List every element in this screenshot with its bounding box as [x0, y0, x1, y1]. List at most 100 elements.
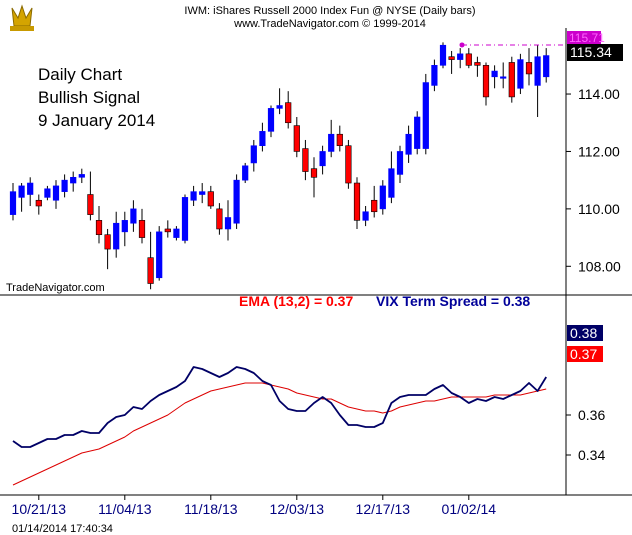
candle-body-down — [345, 145, 352, 184]
candle-body-down — [216, 208, 223, 230]
high-price-label: 115.71 — [569, 31, 605, 45]
candle-body-up — [61, 179, 68, 192]
candle-body-down — [87, 194, 94, 215]
candle-body-up — [27, 182, 34, 195]
candle — [345, 139, 352, 189]
candle — [233, 174, 240, 229]
candle-body-up — [242, 165, 249, 181]
candle — [474, 56, 481, 77]
candle — [465, 48, 472, 69]
timestamp: 01/14/2014 17:40:34 — [12, 523, 113, 535]
candle-body-up — [113, 222, 120, 250]
price-tick-label: 114.00 — [578, 86, 620, 102]
candle-body-up — [276, 105, 283, 109]
candle-body-up — [500, 76, 507, 79]
vix-value-label: 0.38 — [570, 325, 597, 341]
candle — [35, 194, 42, 215]
candle — [181, 194, 189, 244]
candle-body-down — [302, 148, 309, 172]
candle-body-up — [431, 65, 438, 86]
candle — [199, 183, 206, 204]
candle-body-down — [207, 191, 214, 207]
candle — [543, 48, 550, 83]
candle-body-up — [18, 185, 25, 198]
candle-body-up — [267, 108, 275, 132]
candle-body-up — [156, 231, 163, 279]
candle-body-down — [465, 53, 472, 66]
candle-body-down — [285, 102, 292, 124]
date-tick-label: 11/04/13 — [98, 501, 152, 517]
candle-body-up — [328, 133, 335, 152]
candle-body-up — [52, 185, 60, 201]
candle-body-up — [259, 131, 266, 147]
candle — [9, 183, 17, 221]
candle — [104, 228, 111, 270]
candle-body-up — [543, 55, 550, 78]
candle-body-up — [130, 208, 137, 224]
candle — [457, 48, 464, 69]
candle-body-up — [379, 185, 386, 210]
candle — [121, 211, 128, 247]
candle — [500, 62, 507, 89]
candle-body-up — [534, 56, 541, 86]
candle — [414, 111, 421, 155]
copyright-text: www.TradeNavigator.com © 1999-2014 — [233, 18, 426, 30]
indicator-axis: 0.34 0.36 — [566, 407, 605, 463]
ema-line — [12, 382, 547, 486]
date-tick-label: 11/18/13 — [184, 501, 238, 517]
candle — [285, 91, 292, 129]
candle — [156, 226, 163, 281]
candle-body-up — [44, 188, 51, 198]
candle — [353, 177, 361, 229]
annotation-line-2: Bullish Signal — [38, 88, 140, 107]
candle — [95, 206, 103, 244]
candle-body-down — [474, 62, 481, 66]
candle-body-down — [448, 56, 455, 60]
high-price-badge — [567, 31, 601, 44]
candle-body-up — [70, 176, 77, 184]
candle-body-up — [9, 191, 17, 215]
candle-body-down — [353, 182, 361, 221]
candle — [310, 157, 318, 198]
candle — [250, 139, 257, 172]
chart-title: IWM: iShares Russell 2000 Index Fun @ NY… — [184, 5, 475, 17]
candle — [448, 50, 455, 74]
candle — [396, 145, 404, 184]
candle-body-up — [491, 70, 498, 78]
candle-body-down — [336, 133, 343, 147]
ema-value-badge — [567, 346, 603, 362]
candle — [61, 174, 68, 198]
trade-navigator-logo — [10, 4, 34, 31]
candle-body-up — [362, 211, 369, 221]
candle — [207, 185, 214, 209]
last-price-badge — [567, 44, 623, 61]
vix-legend-label: VIX Term Spread = 0.38 — [376, 293, 530, 309]
high-price-marker — [459, 42, 465, 48]
annotation-line-1: Daily Chart — [38, 65, 122, 84]
candle-body-up — [422, 82, 429, 149]
candle-body-up — [224, 217, 232, 230]
candle — [242, 162, 249, 184]
date-tick-label: 01/02/14 — [442, 501, 497, 517]
date-tick-label: 12/17/13 — [356, 501, 411, 517]
candle-body-down — [104, 234, 111, 250]
candle-body-up — [199, 191, 206, 195]
candle-body-up — [414, 116, 421, 149]
candle — [362, 206, 369, 227]
candle — [113, 211, 120, 258]
indicator-series — [12, 366, 547, 486]
candle-body-up — [233, 179, 240, 224]
candle — [319, 145, 326, 175]
candle-body-up — [439, 44, 447, 66]
candle — [379, 180, 386, 215]
candle — [224, 200, 232, 241]
candle-body-down — [525, 62, 533, 75]
price-tick-label: 108.00 — [578, 258, 621, 274]
date-tick-label: 10/21/13 — [12, 501, 67, 517]
indicator-tick-label: 0.34 — [578, 447, 605, 463]
price-axis: 108.00 110.00 112.00 114.00 — [566, 86, 621, 274]
candle-body-down — [138, 220, 146, 238]
candle — [508, 56, 515, 103]
indicator-panel: 0.34 0.36 — [12, 366, 605, 486]
candle-body-up — [319, 151, 326, 167]
